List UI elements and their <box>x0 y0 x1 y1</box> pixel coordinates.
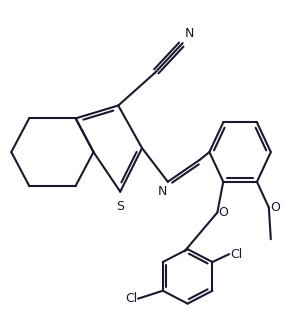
Text: O: O <box>218 206 228 219</box>
Text: O: O <box>270 201 280 214</box>
Text: S: S <box>116 200 124 213</box>
Text: N: N <box>157 185 167 198</box>
Text: Cl: Cl <box>230 248 243 260</box>
Text: Cl: Cl <box>125 292 137 305</box>
Text: N: N <box>185 27 194 40</box>
